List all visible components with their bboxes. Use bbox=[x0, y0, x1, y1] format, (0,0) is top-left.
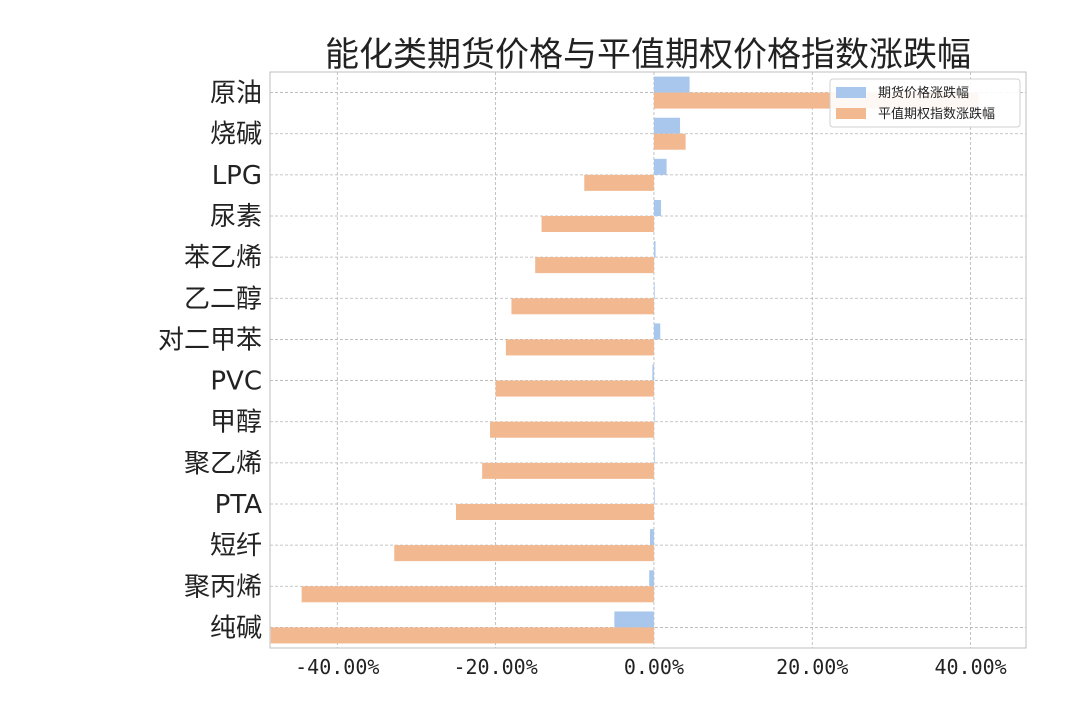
x-tick-label: -40.00% bbox=[295, 655, 379, 679]
chart-title: 能化类期货价格与平值期权价格指数涨跌幅 bbox=[325, 35, 971, 75]
x-tick-label: 0.00% bbox=[624, 655, 684, 679]
grid bbox=[270, 72, 1026, 648]
bar-futures bbox=[653, 446, 655, 463]
bar-futures bbox=[653, 282, 655, 299]
bar-futures bbox=[653, 158, 667, 175]
category-label: 甲醇 bbox=[210, 408, 262, 438]
legend: 期货价格涨跌幅 平值期权指数涨跌幅 bbox=[829, 78, 1021, 128]
bar-options bbox=[535, 257, 654, 274]
bar-futures bbox=[653, 117, 681, 134]
bar-options bbox=[584, 174, 654, 191]
bar-futures bbox=[653, 241, 656, 258]
x-tick-label: 40.00% bbox=[934, 655, 1006, 679]
x-tick-label: -20.00% bbox=[453, 655, 537, 679]
bar-options bbox=[270, 627, 654, 644]
category-label: 尿素 bbox=[210, 202, 262, 232]
bar-options bbox=[653, 133, 686, 150]
bar-options bbox=[541, 216, 654, 232]
bar-futures bbox=[653, 323, 661, 340]
category-label: PTA bbox=[215, 490, 263, 520]
bars bbox=[270, 76, 979, 644]
bar-options bbox=[394, 545, 654, 562]
bar-futures bbox=[649, 529, 654, 546]
bar-futures bbox=[614, 611, 654, 628]
category-label: 苯乙烯 bbox=[184, 243, 262, 273]
category-label: 乙二醇 bbox=[184, 284, 262, 314]
legend-swatch-options bbox=[836, 108, 866, 119]
category-label: 烧碱 bbox=[210, 120, 262, 150]
category-label: LPG bbox=[212, 161, 262, 191]
category-label: 短纤 bbox=[210, 531, 262, 561]
category-label: PVC bbox=[210, 367, 262, 397]
bar-futures bbox=[653, 200, 662, 216]
bar-futures bbox=[653, 405, 655, 422]
bar-futures bbox=[653, 76, 690, 93]
category-label: 对二甲苯 bbox=[158, 325, 262, 355]
x-tick-label: 20.00% bbox=[776, 655, 848, 679]
legend-label-options: 平值期权指数涨跌幅 bbox=[878, 106, 995, 122]
bar-options bbox=[456, 504, 654, 520]
category-label: 纯碱 bbox=[210, 613, 262, 643]
bar-futures bbox=[649, 570, 654, 587]
category-label: 聚乙烯 bbox=[184, 449, 262, 479]
category-label: 聚丙烯 bbox=[184, 572, 262, 602]
bar-options bbox=[482, 462, 654, 479]
bar-options bbox=[301, 586, 654, 603]
bar-options bbox=[511, 298, 654, 315]
bar-options bbox=[505, 339, 654, 356]
legend-label-futures: 期货价格涨跌幅 bbox=[878, 85, 969, 101]
bar-futures bbox=[653, 488, 655, 504]
plot-frame bbox=[269, 71, 1027, 649]
legend-swatch-futures bbox=[836, 87, 866, 98]
bar-options bbox=[490, 421, 654, 438]
bar-options bbox=[495, 380, 654, 397]
legend-box bbox=[829, 78, 1021, 128]
x-axis-labels: -40.00% -20.00% 0.00% 20.00% 40.00% bbox=[295, 655, 1007, 679]
bar-futures bbox=[652, 364, 654, 381]
category-label: 原油 bbox=[210, 79, 262, 109]
